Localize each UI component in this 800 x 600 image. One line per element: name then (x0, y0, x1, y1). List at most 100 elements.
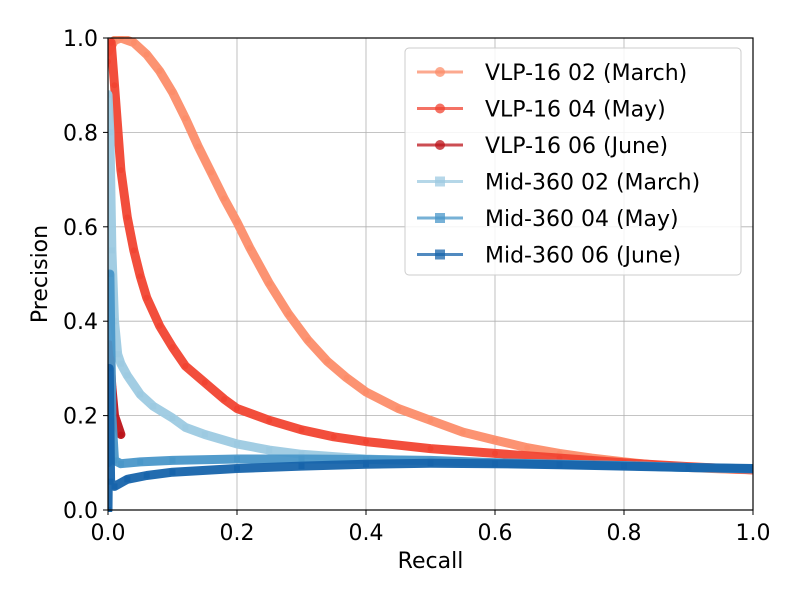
data-point (169, 89, 176, 96)
data-point (108, 91, 111, 98)
data-point (111, 82, 118, 89)
data-point (234, 440, 240, 447)
series-line (108, 363, 753, 512)
data-point (169, 457, 176, 464)
data-point (427, 445, 434, 452)
data-point (234, 465, 240, 472)
data-point (195, 143, 202, 150)
x-tick-label: 0.2 (220, 521, 255, 546)
data-point (459, 429, 466, 436)
legend-item: VLP-16 02 (March) (417, 61, 687, 86)
data-point (750, 465, 753, 472)
plot-frame (107, 37, 754, 511)
legend-box (404, 47, 742, 276)
data-point (621, 463, 627, 470)
data-point (137, 391, 144, 398)
data-point (298, 451, 305, 458)
data-point (108, 129, 113, 136)
legend-item: VLP-16 06 (June) (417, 134, 668, 159)
data-point (330, 433, 337, 440)
data-point (143, 472, 150, 479)
legend: VLP-16 02 (March) VLP-16 04 (May) VLP-16 0… (404, 47, 742, 276)
data-point (137, 458, 144, 465)
y-tick-label: 0.6 (63, 216, 98, 241)
data-point (492, 450, 498, 457)
series-layer (108, 36, 753, 512)
data-point (324, 358, 331, 365)
data-point (137, 273, 144, 280)
data-point (130, 247, 137, 254)
data-point (117, 431, 124, 438)
data-point (363, 438, 369, 445)
data-point (182, 363, 189, 370)
legend-item: Mid-360 06 (June) (417, 244, 681, 269)
data-point (117, 167, 124, 174)
data-point (266, 417, 273, 424)
legend-label: VLP-16 04 (May) (485, 98, 666, 123)
data-point (143, 51, 150, 58)
data-point (427, 460, 434, 467)
legend-item: Mid-360 02 (March) (417, 171, 700, 196)
data-point (685, 464, 692, 471)
data-point (298, 463, 305, 470)
data-point (108, 39, 115, 46)
data-point (130, 39, 137, 46)
data-point (234, 219, 240, 226)
legend-item: VLP-16 04 (May) (417, 98, 666, 123)
data-point (169, 469, 176, 476)
data-point (298, 426, 305, 433)
data-point (492, 460, 498, 467)
data-point (363, 389, 369, 395)
data-point (108, 365, 113, 372)
data-point (114, 351, 121, 358)
data-point (492, 437, 498, 444)
data-point (124, 372, 131, 379)
data-point (524, 444, 531, 451)
data-point (169, 344, 176, 351)
data-point (143, 294, 150, 301)
series-line (108, 38, 753, 475)
data-point (246, 245, 253, 252)
y-axis-label: Precision (28, 225, 53, 323)
data-point (298, 456, 305, 463)
legend-marker (435, 140, 445, 150)
legend-label: Mid-360 02 (March) (485, 171, 700, 196)
y-tick-label: 0.4 (63, 310, 98, 335)
y-tick-label: 0.0 (63, 499, 98, 524)
data-point (304, 337, 311, 344)
data-point (182, 115, 189, 122)
legend-label: Mid-360 04 (May) (485, 207, 679, 232)
data-point (182, 424, 189, 431)
legend-marker (435, 103, 445, 114)
data-point (201, 431, 208, 438)
axes: 0.0 0.2 0.4 0.6 0.8 1.0 0.0 0.2 0.4 0.6 0.8 1.0 (63, 27, 771, 546)
data-point (285, 311, 292, 318)
legend-marker (435, 213, 445, 223)
data-point (124, 214, 131, 221)
legend-label: VLP-16 06 (June) (485, 134, 668, 159)
data-point (111, 483, 118, 490)
legend-label: Mid-360 06 (June) (485, 244, 681, 269)
data-point (234, 456, 240, 463)
data-point (156, 68, 163, 75)
data-point (234, 405, 240, 412)
data-point (124, 476, 131, 483)
x-axis-label: Recall (398, 549, 464, 574)
legend-marker (435, 67, 445, 77)
series-line (108, 269, 753, 474)
legend-label: VLP-16 02 (March) (485, 61, 687, 86)
series-6 (108, 363, 753, 512)
x-tick-label: 0.8 (607, 521, 642, 546)
series-5 (108, 269, 753, 474)
data-point (343, 374, 350, 381)
data-point (427, 417, 434, 424)
legend-marker (435, 249, 445, 260)
data-point (201, 379, 208, 386)
data-point (156, 322, 163, 329)
data-point (108, 58, 111, 65)
data-point (266, 280, 273, 287)
data-point (169, 414, 176, 421)
data-point (108, 478, 114, 485)
data-point (556, 461, 563, 468)
